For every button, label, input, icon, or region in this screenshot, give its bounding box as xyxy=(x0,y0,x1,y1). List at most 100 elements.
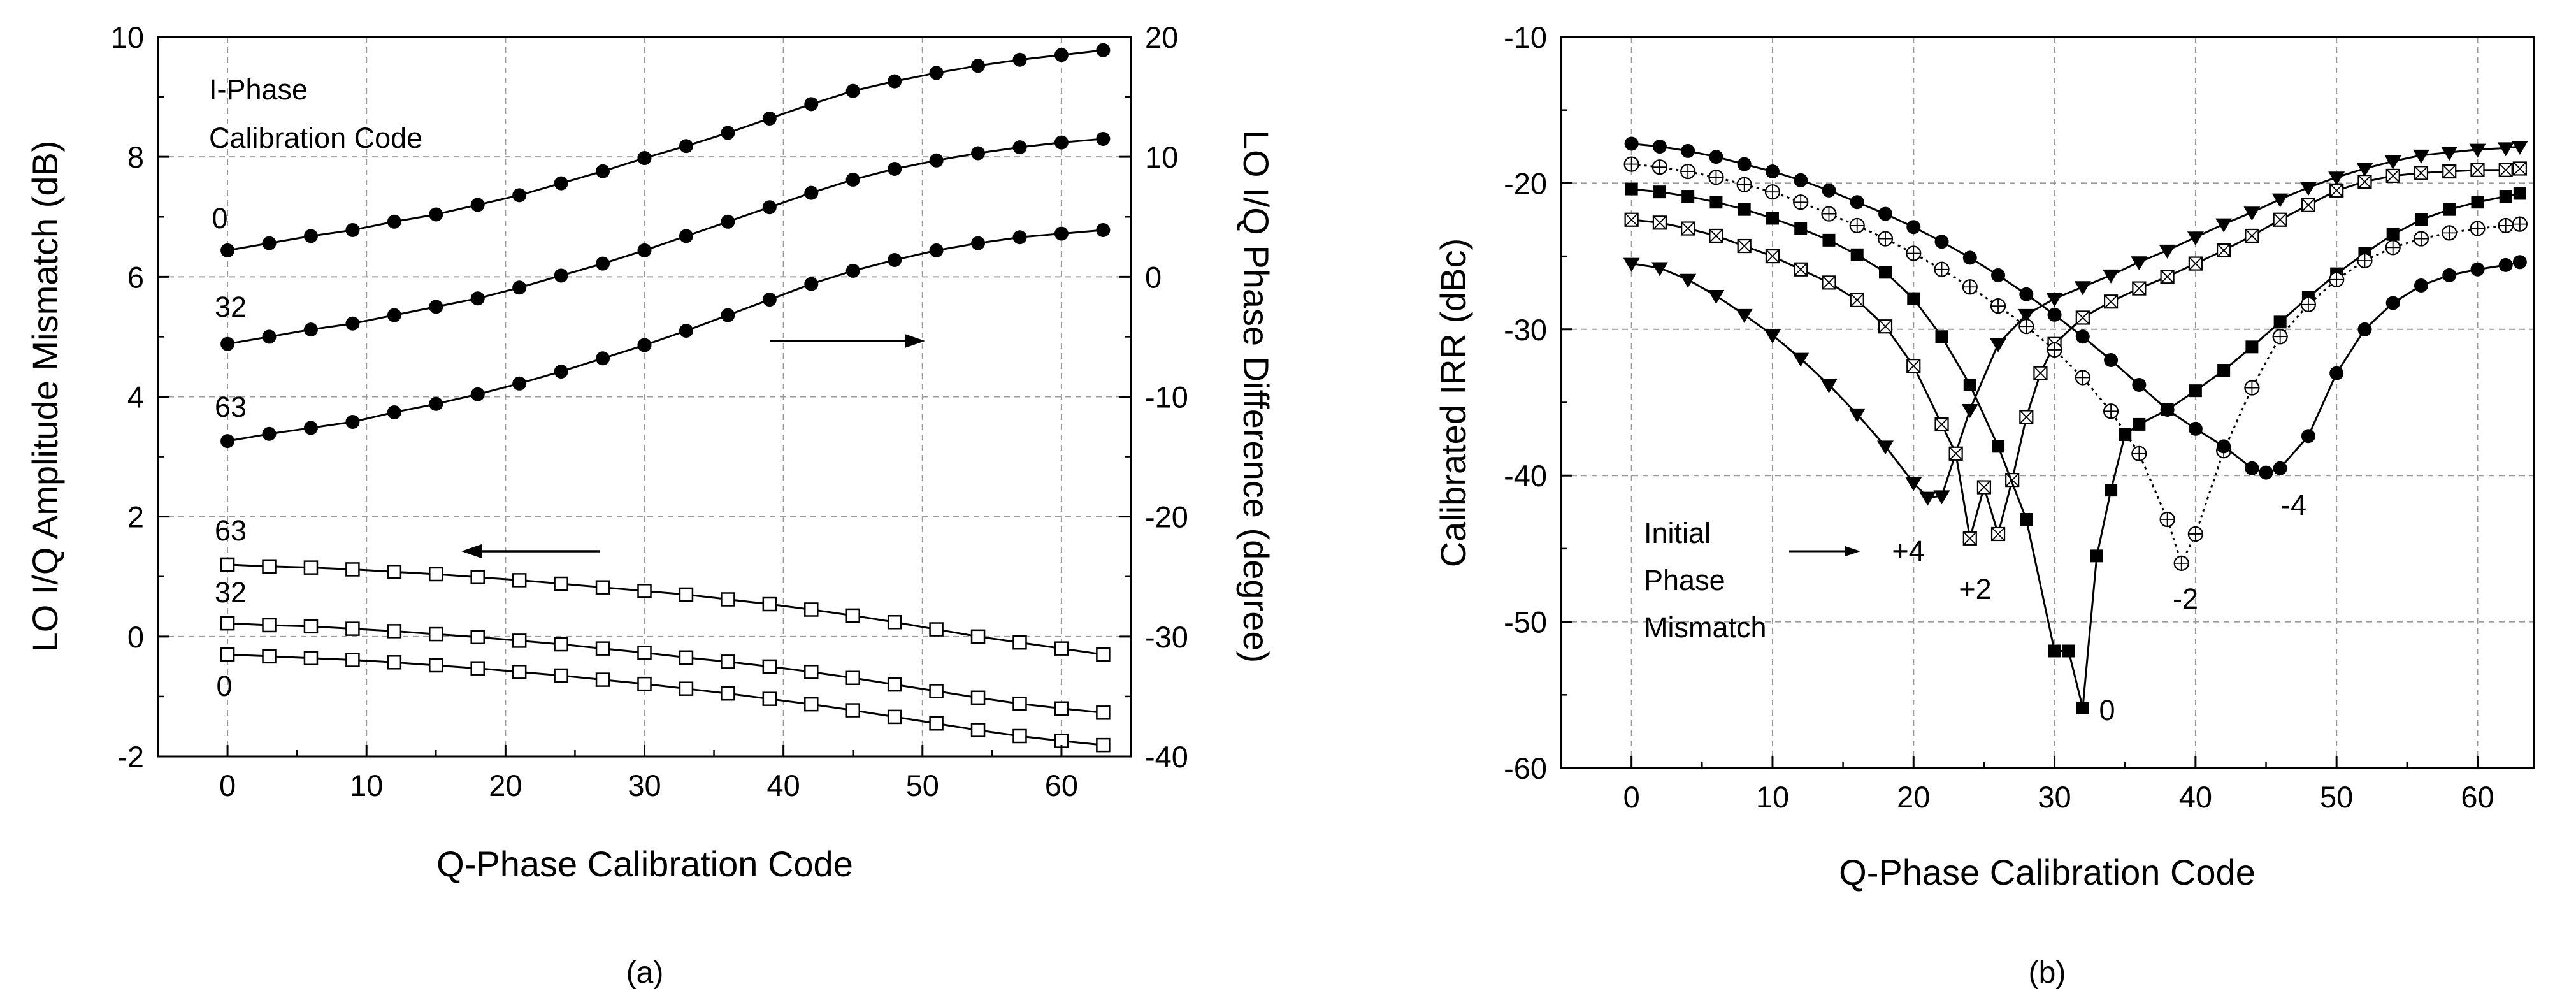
panel-a-y2tick-label: -20 xyxy=(1145,500,1188,534)
panel-b-series-1-point xyxy=(2385,168,2400,184)
panel-b-series-1-point xyxy=(2329,183,2344,198)
panel-b-series-3-point xyxy=(1623,156,1639,172)
panel-b-series-1-point xyxy=(1878,319,1893,334)
panel-b-series-2-point xyxy=(2217,364,2231,377)
panel-a-xtick-label: 0 xyxy=(219,769,236,802)
panel-b-series-4-point xyxy=(2245,461,2259,475)
panel-b-label-plus2: +2 xyxy=(1959,573,1991,605)
panel-b-series-1-point xyxy=(2103,294,2119,309)
panel-b-series-4-point xyxy=(1962,250,1977,265)
panel-b-series-3-point xyxy=(1736,177,1752,192)
panel-b-series-0-point xyxy=(1848,408,1866,423)
panel-a-series-2-point xyxy=(845,263,860,278)
panel-a-ytick-label: -2 xyxy=(117,740,144,774)
panel-b-series-1-point xyxy=(2160,270,2175,284)
panel-b-series-1-point xyxy=(2019,410,2034,424)
panel-b-series-3-point xyxy=(2244,380,2260,396)
panel-a-series-3-point xyxy=(970,629,986,644)
panel-a-series-3-point xyxy=(554,576,568,591)
panel-b-series-1-point xyxy=(1737,238,1752,254)
panel-a-series-4-point xyxy=(303,619,319,634)
panel-b-series-1-point xyxy=(1765,249,1780,264)
panel-a-series-2-point xyxy=(971,236,986,250)
panel-b-series-3-point xyxy=(1934,261,1950,277)
panel-b-series-3-point xyxy=(2300,296,2317,312)
panel-b-series-1-point xyxy=(2512,161,2527,176)
panel-b-xtick-label: 10 xyxy=(1756,780,1789,814)
panel-a-series-5-point xyxy=(220,647,235,662)
panel-a-series-4-line xyxy=(227,622,1104,714)
panel-a-series-0-point xyxy=(345,222,360,237)
panel-a-xtick-label: 30 xyxy=(628,769,661,802)
panel-a-series-2-point xyxy=(1096,222,1111,237)
panel-b-series-2-point xyxy=(2513,187,2526,200)
panel-a-series-2-point xyxy=(554,364,568,379)
panel-a-series-3-point xyxy=(262,559,277,574)
panel-b-initial-line2: Phase xyxy=(1644,564,1725,596)
panel-b-series-3-point xyxy=(2131,445,2147,461)
panel-b-series-1-point xyxy=(1624,212,1639,227)
panel-b-series-3-point xyxy=(1849,217,1865,234)
panel-a-series-0-point xyxy=(762,111,777,126)
panel-a-xtick-label: 20 xyxy=(489,769,522,802)
panel-b-series-0-point xyxy=(1820,379,1838,393)
panel-b-series-4-point xyxy=(1652,140,1667,154)
panel-a-y2tick-label: 20 xyxy=(1145,20,1178,54)
panel-a-series-3-point xyxy=(429,567,443,582)
panel-a-series-4-point xyxy=(1012,696,1027,711)
panel-a-series-5-point xyxy=(679,681,694,696)
panel-a-series-0-line xyxy=(227,49,1104,252)
panel-b-series-3-point xyxy=(2470,221,2486,236)
panel-b-series-4-point xyxy=(1794,173,1808,187)
panel-b-series-1-point xyxy=(2217,243,2231,258)
panel-b-series-3-point xyxy=(2329,271,2345,287)
panel-b-series-2-point xyxy=(2076,701,2089,714)
panel-b-series-1-point xyxy=(2357,175,2372,189)
panel-a-series-1-point xyxy=(470,291,485,306)
panel-b-series-1-point xyxy=(2245,228,2259,243)
panel-b-series-0-point xyxy=(1708,290,1725,305)
panel-a-series-5-point xyxy=(845,703,860,718)
panel-b-grid xyxy=(1561,37,2534,768)
panel-b-series-0-point xyxy=(2103,269,2120,284)
panel-b-series-0-point xyxy=(2384,155,2401,170)
panel-b-series-0-point xyxy=(2046,293,2063,307)
panel-b-series-1-point xyxy=(1822,275,1836,290)
panel-a-series-5-point xyxy=(303,651,319,665)
panel-a-series-5-point xyxy=(429,658,443,673)
panel-a-series-3-point xyxy=(1096,647,1111,662)
panel-b-series-0-point xyxy=(2441,147,2458,161)
panel-a-series-0-point xyxy=(512,188,527,203)
panel-b-series-3-point xyxy=(1651,159,1668,175)
panel-a-series-1-point xyxy=(596,256,610,271)
panel-a-series-3-point xyxy=(845,608,860,623)
panel-b-plot-frame xyxy=(1560,36,2535,769)
panel-b-series-3-line xyxy=(1631,163,2521,566)
panel-a-xtick-label: 60 xyxy=(1045,769,1078,802)
panel-b-ylabel: Calibrated IRR (dBc) xyxy=(1433,238,1473,568)
panel-a-series-5-point xyxy=(929,716,944,731)
panel-b-series-2-point xyxy=(1681,190,1695,203)
panel-b-series-4-point xyxy=(2259,465,2273,480)
panel-b-series-4-point xyxy=(2512,255,2527,270)
panel-a-label-phase-32: 32 xyxy=(215,291,247,323)
panel-b-series-4-point xyxy=(1906,220,1921,235)
panel-b-series-0-point xyxy=(2159,244,2176,259)
panel-a-series-1-point xyxy=(721,214,735,229)
panel-b-series-2-point xyxy=(2048,644,2061,658)
panel-b-series-0-point xyxy=(2018,308,2035,323)
panel-b-series-1-point xyxy=(1906,359,1921,373)
panel-b-series-2-point xyxy=(2119,428,2132,441)
panel-a-series-4-point xyxy=(470,630,485,645)
panel-a-series-4-point xyxy=(929,684,944,698)
panel-b-series-0-point xyxy=(2412,149,2429,164)
panel-a-series-0-point xyxy=(470,198,485,212)
panel-a-series-5-point xyxy=(512,665,527,679)
panel-a-series-0-point xyxy=(429,207,443,222)
panel-b-series-0-point xyxy=(2074,281,2091,296)
panel-b-series-3-point xyxy=(2442,225,2457,241)
panel-b-series-0-point xyxy=(2328,171,2345,186)
panel-b-ytick-label: -20 xyxy=(1504,166,1547,200)
panel-a-series-2-point xyxy=(262,426,277,441)
